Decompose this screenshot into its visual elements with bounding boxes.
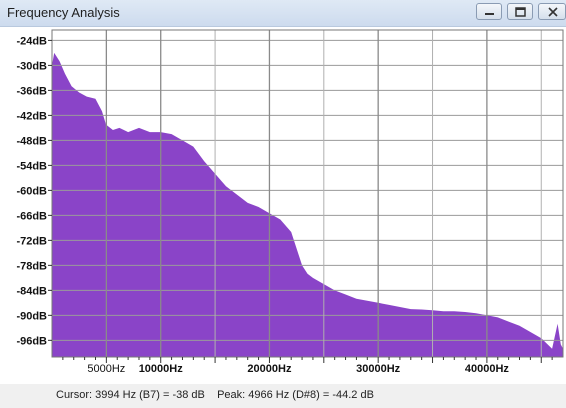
y-tick-label: -42dB	[16, 110, 47, 122]
window-title: Frequency Analysis	[7, 5, 120, 20]
close-button[interactable]	[538, 3, 566, 20]
y-tick-label: -72dB	[16, 235, 47, 247]
x-tick-label: 20000Hz	[247, 363, 292, 375]
x-tick-label: 10000Hz	[139, 363, 184, 375]
cursor-peak-readout: Cursor: 3994 Hz (B7) = -38 dB Peak: 4966…	[56, 389, 374, 401]
y-tick-label: -60dB	[16, 185, 47, 197]
y-tick-label: -36dB	[16, 85, 47, 97]
minimize-icon	[485, 13, 494, 15]
y-tick-label: -30dB	[16, 60, 47, 72]
status-bar: Cursor: 3994 Hz (B7) = -38 dB Peak: 4966…	[0, 384, 566, 408]
x-tick-label: 40000Hz	[465, 363, 510, 375]
x-tick-label: 5000Hz	[87, 363, 125, 375]
spectrum-area	[52, 52, 563, 358]
y-tick-label: -84dB	[16, 285, 47, 297]
restore-button[interactable]	[507, 3, 533, 20]
title-bar: Frequency Analysis	[0, 0, 566, 27]
frequency-chart[interactable]: -24dB -30dB -36dB -42dB -48dB -54dB -60dB -66dB…	[0, 27, 566, 384]
y-tick-label: -48dB	[16, 135, 47, 147]
y-tick-label: -90dB	[16, 310, 47, 322]
minimize-button[interactable]	[476, 3, 502, 20]
y-tick-label: -54dB	[16, 160, 47, 172]
y-tick-label: -78dB	[16, 260, 47, 272]
plot-area: -24dB -30dB -36dB -42dB -48dB -54dB -60dB -66dB…	[0, 27, 566, 387]
y-tick-label: -96dB	[16, 335, 47, 347]
y-axis-gutter	[0, 27, 52, 384]
x-tick-label: 30000Hz	[356, 363, 401, 375]
close-icon	[548, 7, 558, 17]
y-tick-label: -24dB	[16, 35, 47, 47]
grid-lines	[52, 30, 563, 357]
restore-icon	[515, 7, 526, 17]
plot-border	[51, 29, 564, 358]
y-tick-label: -66dB	[16, 210, 47, 222]
